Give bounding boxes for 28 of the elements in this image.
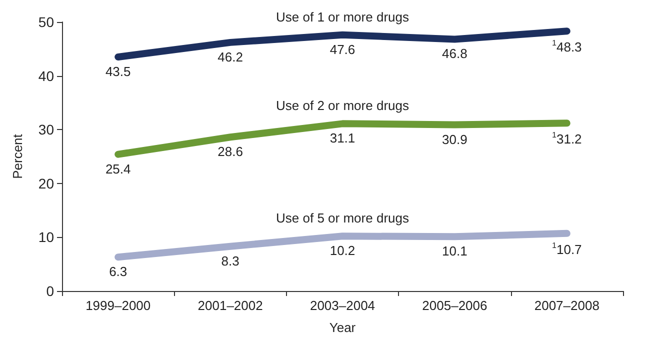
data-label: 43.5 xyxy=(105,64,131,79)
data-label: 25.4 xyxy=(105,161,131,176)
y-tick-label: 20 xyxy=(38,175,54,192)
data-label: 6.3 xyxy=(109,264,128,280)
x-tick-label: 2003–2004 xyxy=(310,298,376,313)
x-tick-label: 1999–2000 xyxy=(86,298,151,313)
y-tick-label: 0 xyxy=(46,283,54,299)
data-label: 10.2 xyxy=(330,243,356,258)
data-label: 31.1 xyxy=(330,130,356,146)
data-label: 28.6 xyxy=(218,144,243,160)
data-label: 46.8 xyxy=(442,46,468,62)
series-label: Use of 2 or more drugs xyxy=(276,98,410,114)
x-tick-label: 2001–2002 xyxy=(198,298,263,313)
x-tick-label: 2007–2008 xyxy=(534,298,600,313)
data-label: 47.6 xyxy=(330,42,356,57)
data-label: 30.9 xyxy=(442,132,468,147)
x-axis-title: Year xyxy=(329,320,356,335)
data-label: 8.3 xyxy=(221,253,240,268)
data-label: 46.2 xyxy=(218,49,243,64)
data-label: 10.1 xyxy=(442,244,468,259)
y-tick-label: 10 xyxy=(38,229,54,246)
y-tick-label: 30 xyxy=(38,122,54,138)
x-tick-label: 2005–2006 xyxy=(422,298,488,313)
y-axis-title: Percent xyxy=(10,134,25,179)
y-tick-label: 40 xyxy=(38,68,54,84)
y-tick-label: 50 xyxy=(38,14,54,30)
series-label: Use of 5 or more drugs xyxy=(276,210,410,226)
series-label: Use of 1 or more drugs xyxy=(276,9,410,24)
